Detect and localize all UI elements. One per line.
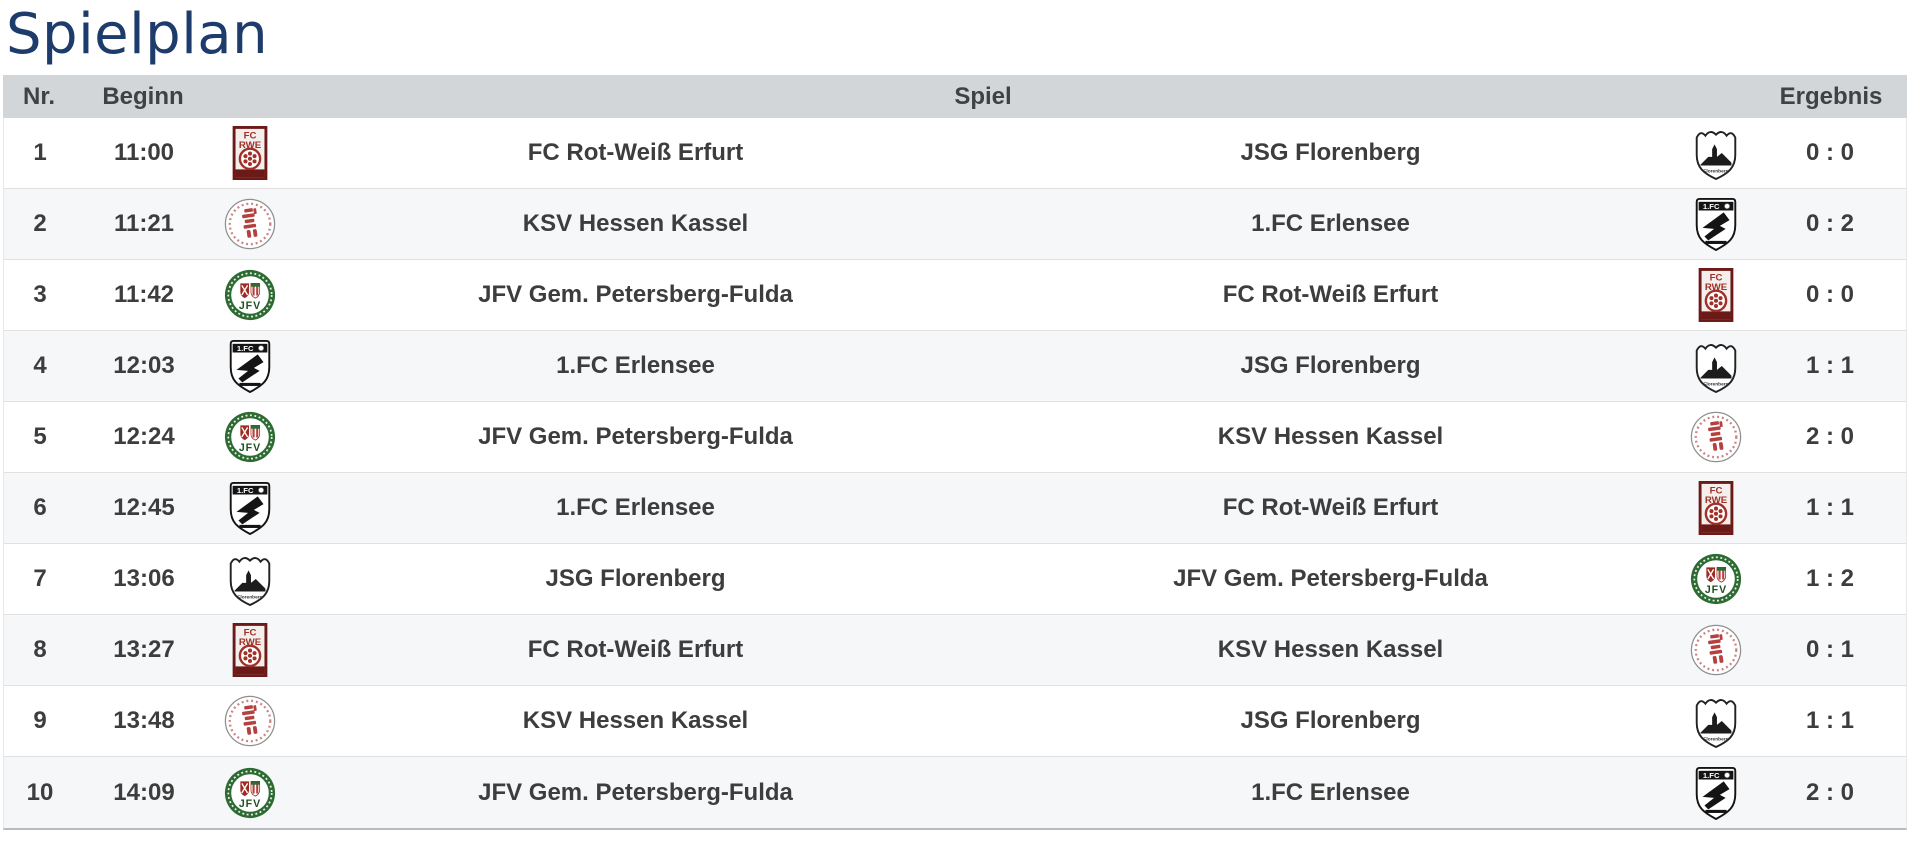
match-number: 6 bbox=[33, 494, 47, 521]
home-team-name: FC Rot-Weiß Erfurt bbox=[527, 139, 744, 166]
home-team-logo-rwe bbox=[212, 623, 288, 677]
match-row: 2 11:21 KSV Hessen Kassel 1.FC Erlensee … bbox=[4, 189, 1906, 260]
away-team-logo-ksv bbox=[1678, 410, 1754, 464]
match-number: 1 bbox=[33, 139, 47, 166]
home-team-logo-florenberg bbox=[212, 552, 288, 606]
page-title: Spielplan bbox=[6, 2, 269, 67]
match-row: 4 12:03 1.FC Erlensee JSG Florenberg 1 :… bbox=[4, 331, 1906, 402]
match-row: 7 13:06 JSG Florenberg JFV Gem. Petersbe… bbox=[4, 544, 1906, 615]
home-team-name: JFV Gem. Petersberg-Fulda bbox=[478, 778, 793, 806]
away-team-name: KSV Hessen Kassel bbox=[1217, 423, 1444, 450]
home-team-logo-erlensee bbox=[212, 481, 288, 535]
match-number: 7 bbox=[33, 565, 47, 592]
home-team-name: 1.FC Erlensee bbox=[556, 494, 715, 521]
away-team-name: JSG Florenberg bbox=[1240, 707, 1421, 734]
match-start-time: 13:27 bbox=[113, 636, 175, 663]
col-header-nr: Nr. bbox=[22, 82, 55, 110]
match-start-time: 11:21 bbox=[113, 210, 175, 237]
match-number: 5 bbox=[33, 423, 47, 450]
col-header-beginn: Beginn bbox=[102, 82, 184, 110]
away-team-name: KSV Hessen Kassel bbox=[1217, 636, 1444, 663]
home-team-logo-jfv bbox=[212, 268, 288, 322]
match-score: 0 : 0 bbox=[1805, 281, 1855, 308]
away-team-logo-florenberg bbox=[1678, 694, 1754, 748]
match-score: 0 : 2 bbox=[1805, 210, 1855, 237]
match-row: 8 13:27 FC Rot-Weiß Erfurt KSV Hessen Ka… bbox=[4, 615, 1906, 686]
match-start-time: 11:42 bbox=[113, 281, 175, 308]
home-team-name: 1.FC Erlensee bbox=[556, 352, 715, 379]
away-team-name: JSG Florenberg bbox=[1240, 352, 1421, 379]
away-team-logo-erlensee bbox=[1678, 197, 1754, 251]
match-row: 10 14:09 JFV Gem. Petersberg-Fulda 1.FC … bbox=[4, 757, 1906, 828]
match-row: 1 11:00 FC Rot-Weiß Erfurt JSG Florenber… bbox=[4, 118, 1906, 189]
match-start-time: 12:24 bbox=[113, 423, 175, 450]
match-score: 0 : 1 bbox=[1805, 636, 1855, 663]
home-team-logo-jfv bbox=[212, 766, 288, 820]
schedule-table: Nr. Beginn Spiel Ergebnis 1 11:00 FC Rot… bbox=[3, 75, 1907, 830]
match-start-time: 13:48 bbox=[113, 707, 175, 734]
table-header-row: Nr. Beginn Spiel Ergebnis bbox=[3, 75, 1907, 118]
home-team-logo-erlensee bbox=[212, 339, 288, 393]
match-score: 2 : 0 bbox=[1805, 778, 1855, 806]
away-team-logo-florenberg bbox=[1678, 339, 1754, 393]
home-team-name: JFV Gem. Petersberg-Fulda bbox=[478, 423, 793, 450]
match-number: 9 bbox=[33, 707, 47, 734]
home-team-logo-jfv bbox=[212, 410, 288, 464]
away-team-logo-ksv bbox=[1678, 623, 1754, 677]
col-header-spiel: Spiel bbox=[954, 82, 1012, 110]
away-team-name: 1.FC Erlensee bbox=[1251, 210, 1410, 237]
match-score: 1 : 2 bbox=[1805, 565, 1855, 592]
home-team-name: KSV Hessen Kassel bbox=[522, 707, 749, 734]
match-start-time: 13:06 bbox=[113, 565, 175, 592]
match-row: 9 13:48 KSV Hessen Kassel JSG Florenberg… bbox=[4, 686, 1906, 757]
match-row: 6 12:45 1.FC Erlensee FC Rot-Weiß Erfurt… bbox=[4, 473, 1906, 544]
match-score: 1 : 1 bbox=[1805, 707, 1855, 734]
match-start-time: 14:09 bbox=[113, 778, 175, 806]
match-score: 2 : 0 bbox=[1805, 423, 1855, 450]
home-team-logo-ksv bbox=[212, 694, 288, 748]
home-team-name: FC Rot-Weiß Erfurt bbox=[527, 636, 744, 663]
home-team-name: JFV Gem. Petersberg-Fulda bbox=[478, 281, 793, 308]
match-number: 2 bbox=[33, 210, 47, 237]
match-row: 5 12:24 JFV Gem. Petersberg-Fulda KSV He… bbox=[4, 402, 1906, 473]
match-number: 10 bbox=[26, 778, 54, 806]
home-team-name: KSV Hessen Kassel bbox=[522, 210, 749, 237]
schedule-table-body: 1 11:00 FC Rot-Weiß Erfurt JSG Florenber… bbox=[3, 118, 1907, 830]
match-number: 3 bbox=[33, 281, 47, 308]
match-row: 3 11:42 JFV Gem. Petersberg-Fulda FC Rot… bbox=[4, 260, 1906, 331]
match-number: 8 bbox=[33, 636, 47, 663]
away-team-name: JFV Gem. Petersberg-Fulda bbox=[1173, 565, 1488, 592]
home-team-logo-rwe bbox=[212, 126, 288, 180]
match-start-time: 12:45 bbox=[113, 494, 175, 521]
match-score: 1 : 1 bbox=[1805, 352, 1855, 379]
match-start-time: 12:03 bbox=[113, 352, 175, 379]
match-score: 1 : 1 bbox=[1805, 494, 1855, 521]
away-team-logo-jfv bbox=[1678, 552, 1754, 606]
away-team-logo-rwe bbox=[1678, 481, 1754, 535]
match-score: 0 : 0 bbox=[1805, 139, 1855, 166]
away-team-logo-florenberg bbox=[1678, 126, 1754, 180]
away-team-name: FC Rot-Weiß Erfurt bbox=[1222, 281, 1439, 308]
match-number: 4 bbox=[33, 352, 47, 379]
away-team-logo-erlensee bbox=[1678, 766, 1754, 820]
col-header-ergebnis: Ergebnis bbox=[1779, 82, 1883, 110]
home-team-logo-ksv bbox=[212, 197, 288, 251]
home-team-name: JSG Florenberg bbox=[545, 565, 726, 592]
away-team-name: FC Rot-Weiß Erfurt bbox=[1222, 494, 1439, 521]
match-start-time: 11:00 bbox=[113, 139, 175, 166]
away-team-name: JSG Florenberg bbox=[1240, 139, 1421, 166]
away-team-name: 1.FC Erlensee bbox=[1251, 778, 1410, 806]
away-team-logo-rwe bbox=[1678, 268, 1754, 322]
